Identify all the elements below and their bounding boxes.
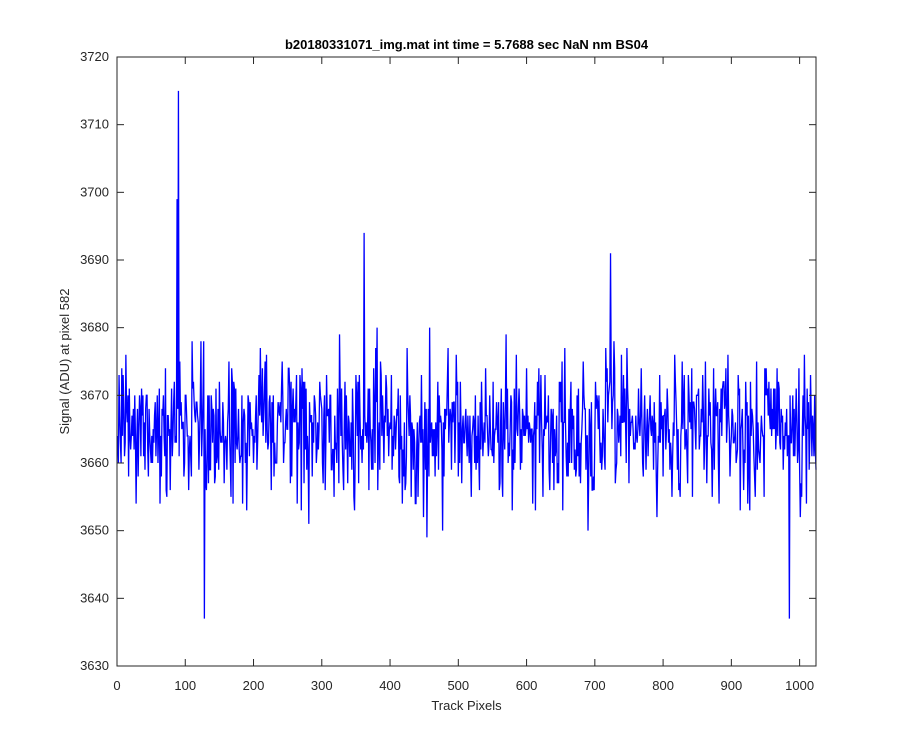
chart-title: b20180331071_img.mat int time = 5.7688 s… [285, 37, 649, 52]
x-tick-label: 900 [721, 678, 743, 693]
signal-series-line [117, 90, 817, 619]
y-tick-label: 3660 [80, 455, 109, 470]
y-tick-label: 3670 [80, 387, 109, 402]
x-tick-label: 0 [113, 678, 120, 693]
x-tick-label: 1000 [785, 678, 814, 693]
x-tick-label: 500 [447, 678, 469, 693]
ticks-layer: 0 100 200 300 400 500 600 700 800 900 1000 3630 3640… [80, 49, 816, 693]
x-tick-label: 200 [243, 678, 265, 693]
y-tick-label: 3710 [80, 117, 109, 132]
y-tick-label: 3720 [80, 49, 109, 64]
y-tick-label: 3700 [80, 184, 109, 199]
x-tick-label: 400 [379, 678, 401, 693]
x-tick-label: 800 [652, 678, 674, 693]
y-tick-label: 3680 [80, 320, 109, 335]
x-tick-label: 100 [174, 678, 196, 693]
axes-box [116, 56, 817, 667]
x-tick-label: 700 [584, 678, 606, 693]
y-axis-label: Signal (ADU) at pixel 582 [57, 289, 72, 435]
y-tick-label: 3650 [80, 523, 109, 538]
y-tick-label: 3640 [80, 590, 109, 605]
x-axis-label: Track Pixels [431, 698, 502, 713]
x-tick-label: 600 [516, 678, 538, 693]
y-tick-label: 3630 [80, 658, 109, 673]
y-tick-label: 3690 [80, 252, 109, 267]
series-layer [117, 90, 817, 619]
x-tick-label: 300 [311, 678, 333, 693]
